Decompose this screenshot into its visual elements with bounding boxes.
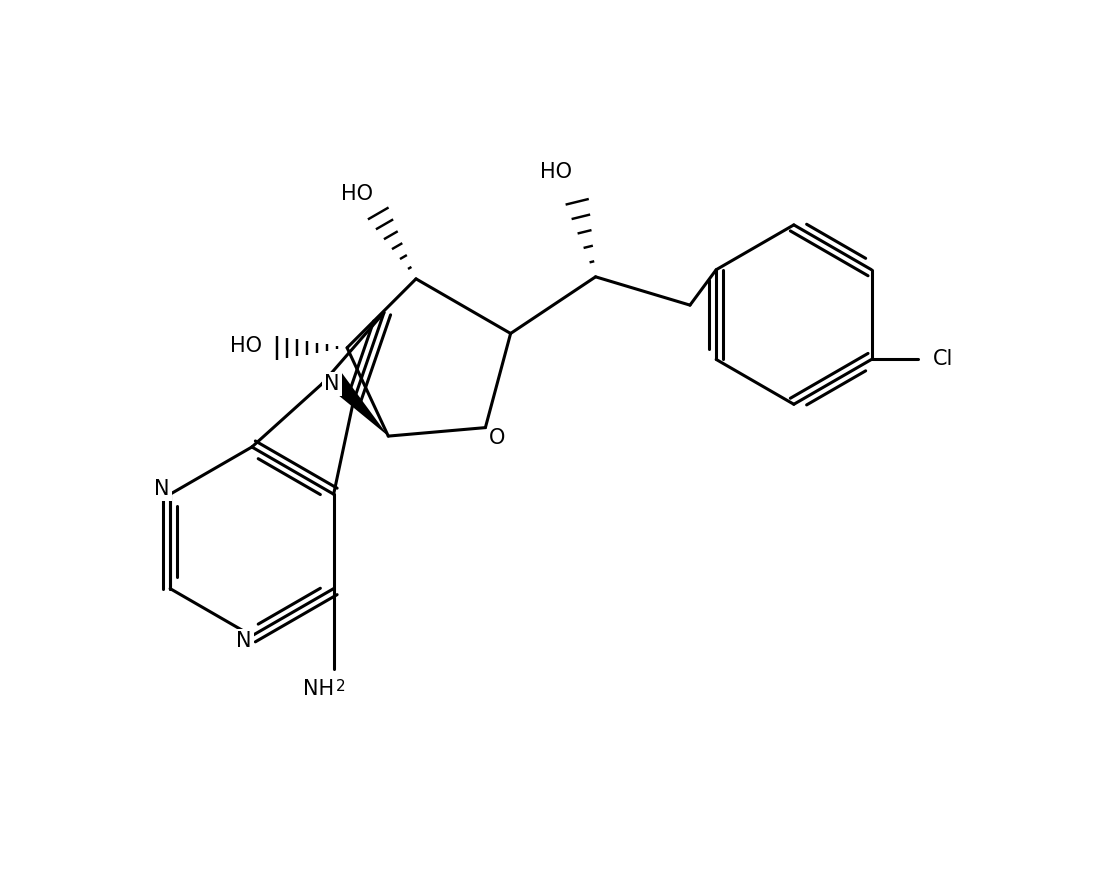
Text: HO: HO [342, 184, 374, 203]
Text: N: N [324, 374, 340, 394]
Text: HO: HO [540, 162, 572, 182]
Text: N: N [155, 479, 170, 500]
Text: O: O [489, 427, 505, 448]
Polygon shape [326, 372, 388, 436]
Text: N: N [237, 631, 252, 651]
Text: HO: HO [230, 335, 262, 356]
Text: NH: NH [303, 679, 334, 698]
Text: Cl: Cl [933, 350, 953, 369]
Text: 2: 2 [335, 679, 345, 694]
